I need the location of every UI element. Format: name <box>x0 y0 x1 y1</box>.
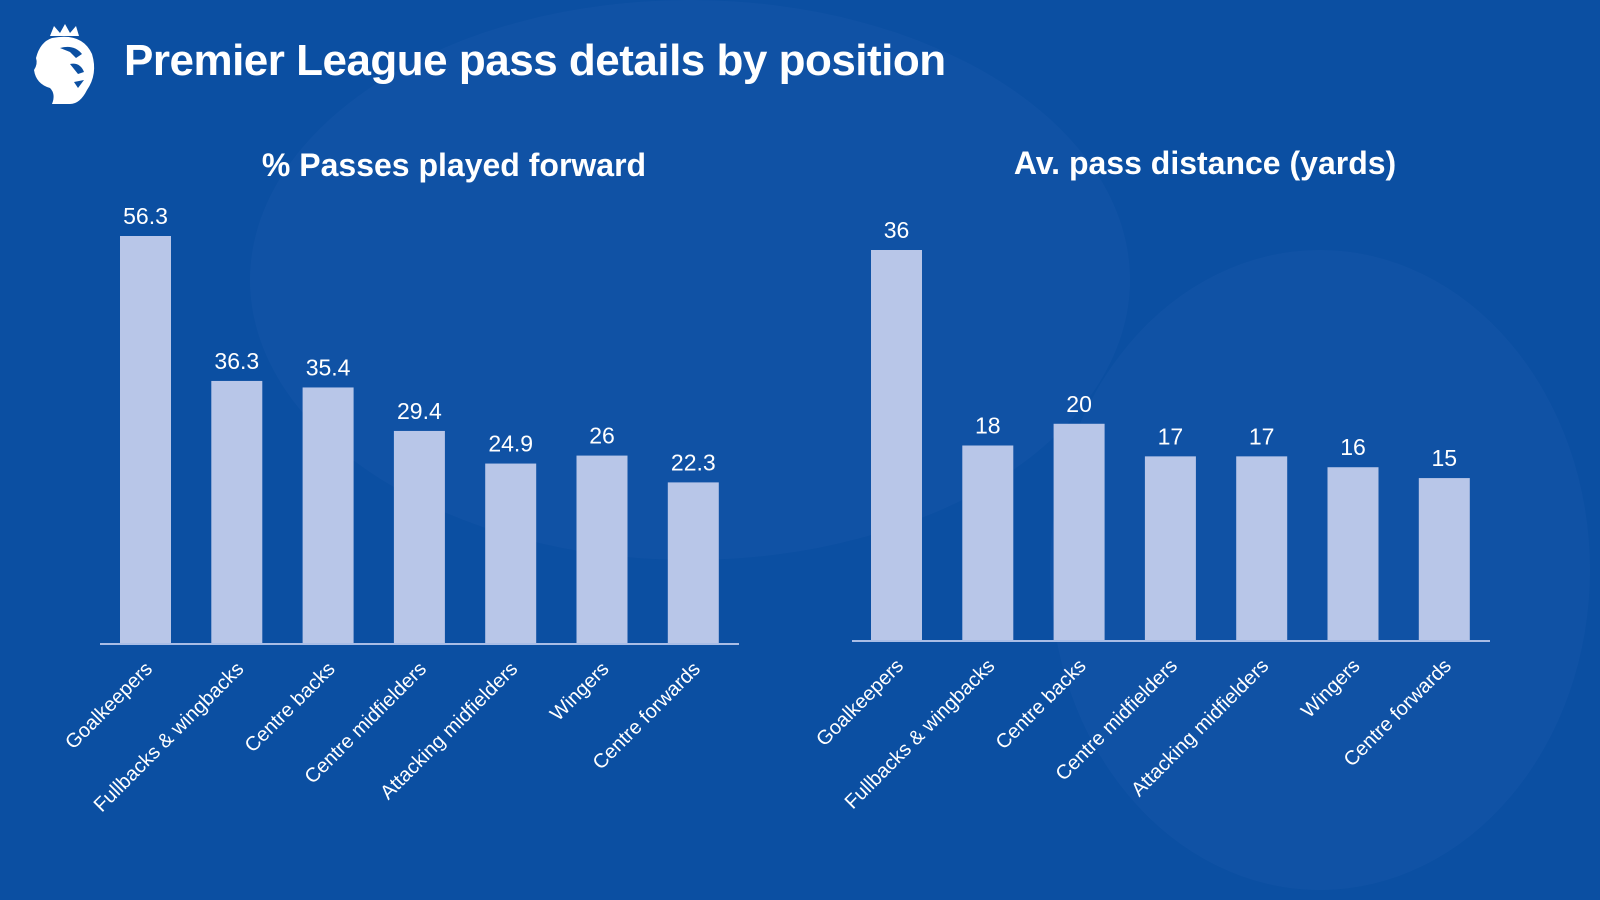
x-tick-label: Centre backs <box>241 658 340 757</box>
bar <box>120 236 171 644</box>
x-tick-label: Wingers <box>546 658 613 725</box>
bar <box>1053 423 1105 641</box>
premier-league-lion-logo <box>34 24 95 104</box>
bar <box>485 463 537 644</box>
bar <box>302 387 354 644</box>
data-label: 20 <box>1066 391 1092 417</box>
data-label: 17 <box>1158 423 1184 449</box>
x-tick-label: Centre backs <box>992 655 1091 754</box>
bar <box>393 430 445 644</box>
bar <box>1236 456 1288 641</box>
data-label: 18 <box>975 413 1001 439</box>
x-tick-label: Fullbacks & wingbacks <box>841 655 1000 814</box>
bar <box>667 482 719 644</box>
data-label: 22.3 <box>671 449 716 475</box>
data-label: 29.4 <box>397 398 442 424</box>
chart-title: % Passes played forward <box>262 147 646 183</box>
data-label: 36 <box>884 217 910 243</box>
data-label: 17 <box>1249 423 1275 449</box>
data-label: 36.3 <box>214 348 259 374</box>
x-tick-label: Fullbacks & wingbacks <box>90 658 249 817</box>
data-label: 24.9 <box>488 431 533 457</box>
bar <box>1327 467 1379 641</box>
data-label: 16 <box>1340 434 1366 460</box>
x-tick-label: Wingers <box>1297 655 1364 722</box>
bar <box>211 380 263 644</box>
page-title: Premier League pass details by position <box>124 36 946 85</box>
data-label: 15 <box>1432 445 1458 471</box>
chart-title: Av. pass distance (yards) <box>1014 145 1396 181</box>
x-tick-label: Goalkeepers <box>61 658 157 754</box>
bar <box>1144 456 1196 641</box>
bar <box>871 250 922 641</box>
bar <box>576 455 628 644</box>
bar <box>962 445 1014 641</box>
background-decoration <box>1050 250 1590 890</box>
bar <box>1418 478 1470 641</box>
data-label: 26 <box>589 423 615 449</box>
data-label: 35.4 <box>306 354 351 380</box>
data-label: 56.3 <box>123 203 168 229</box>
x-tick-label: Goalkeepers <box>812 655 908 751</box>
